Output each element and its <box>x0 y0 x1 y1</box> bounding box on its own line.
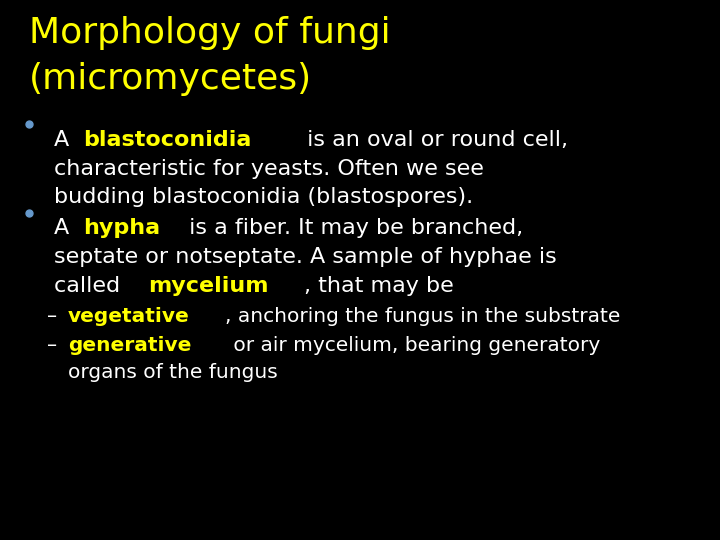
Text: septate or notseptate. A sample of hyphae is: septate or notseptate. A sample of hypha… <box>54 247 557 267</box>
Text: characteristic for yeasts. Often we see: characteristic for yeasts. Often we see <box>54 159 484 179</box>
Text: , that may be: , that may be <box>304 276 454 296</box>
Text: is an oval or round cell,: is an oval or round cell, <box>300 130 568 150</box>
Text: organs of the fungus: organs of the fungus <box>68 363 278 382</box>
Text: hypha: hypha <box>83 218 160 238</box>
Text: A: A <box>54 218 76 238</box>
Text: A: A <box>54 130 76 150</box>
Text: is a fiber. It may be branched,: is a fiber. It may be branched, <box>182 218 523 238</box>
Text: called: called <box>54 276 127 296</box>
Text: (micromycetes): (micromycetes) <box>29 62 312 96</box>
Text: , anchoring the fungus in the substrate: , anchoring the fungus in the substrate <box>225 307 621 326</box>
Text: –: – <box>47 307 63 326</box>
Text: –: – <box>47 336 63 355</box>
Text: Morphology of fungi: Morphology of fungi <box>29 16 390 50</box>
Text: mycelium: mycelium <box>148 276 269 296</box>
Text: vegetative: vegetative <box>68 307 190 326</box>
Text: budding blastoconidia (blastospores).: budding blastoconidia (blastospores). <box>54 187 473 207</box>
Text: blastoconidia: blastoconidia <box>83 130 251 150</box>
Text: or air mycelium, bearing generatory: or air mycelium, bearing generatory <box>228 336 600 355</box>
Text: generative: generative <box>68 336 192 355</box>
